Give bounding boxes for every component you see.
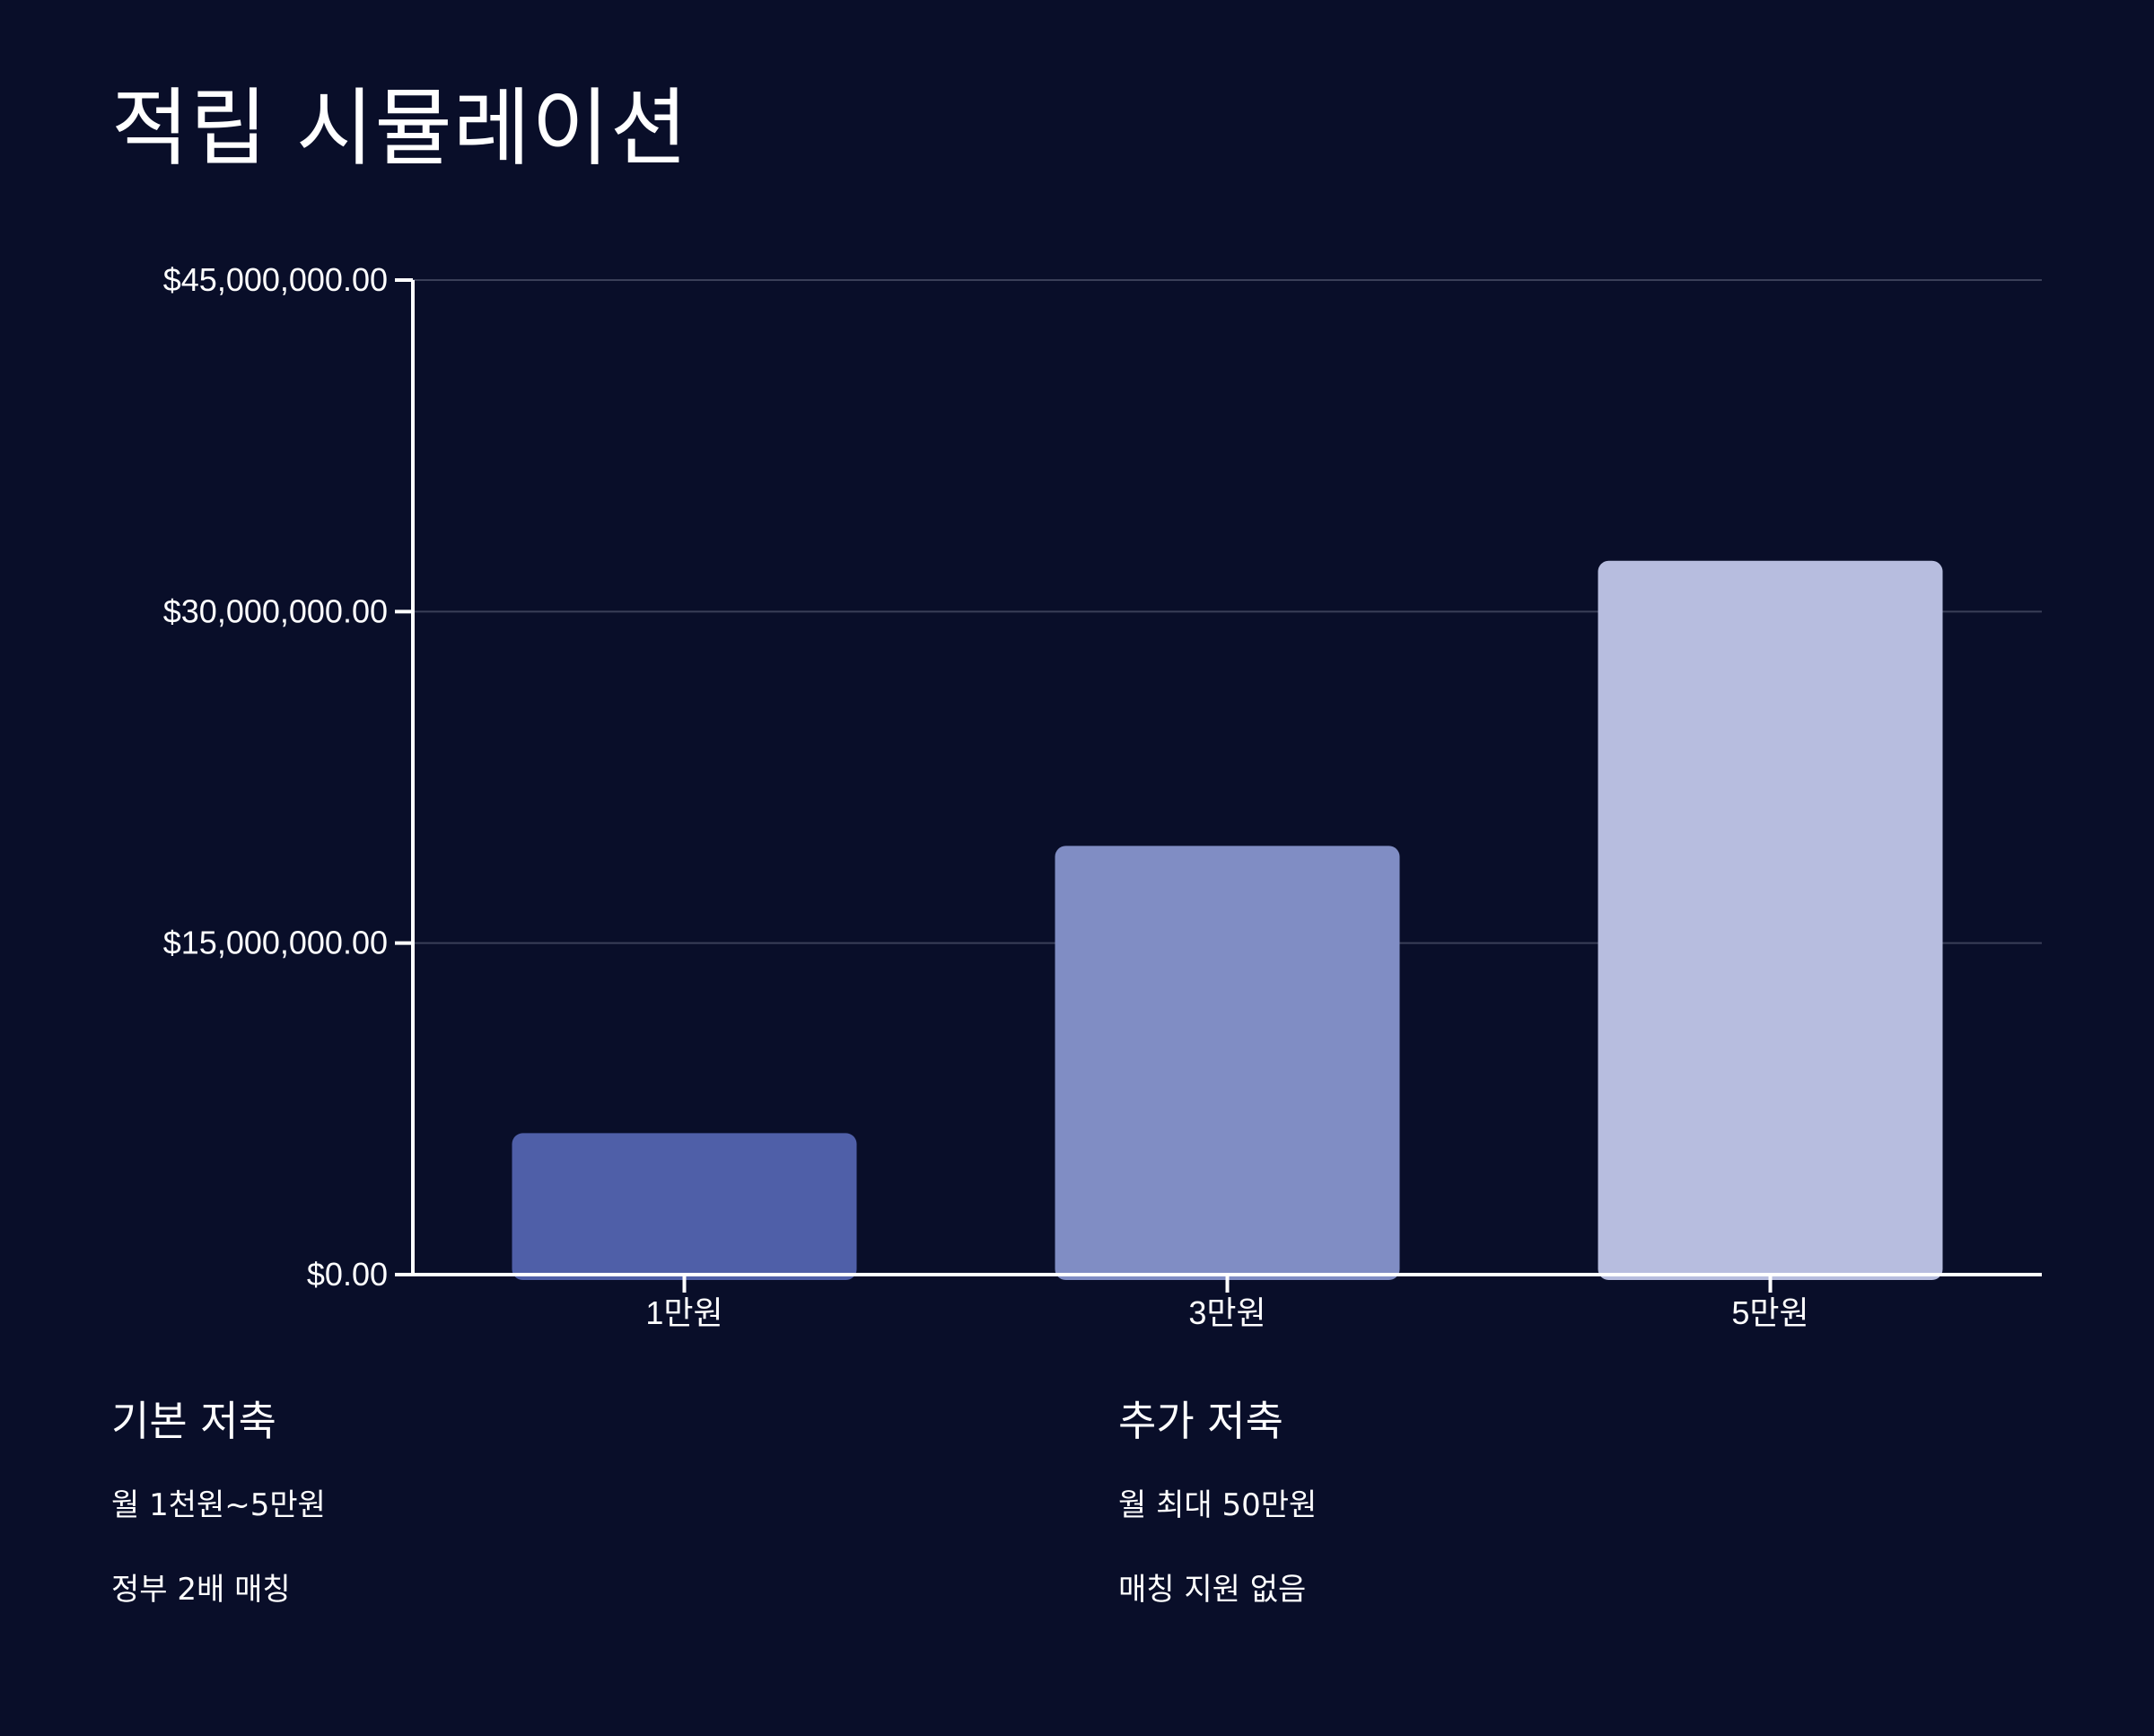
basic-savings-section: 기본 저축 월 1천원~5만원 정부 2배 매칭 bbox=[111, 1397, 326, 1655]
basic-savings-range: 월 1천원~5만원 bbox=[111, 1487, 326, 1524]
y-tick-label: $15,000,000.00 bbox=[163, 925, 388, 961]
bars bbox=[512, 560, 1943, 1280]
x-tick-label: 1만원 bbox=[645, 1294, 722, 1331]
tick-labels: $0.00 $15,000,000.00 $30,000,000.00 $45,000… bbox=[163, 261, 1809, 1331]
extra-savings-heading: 추가 저축 bbox=[1118, 1397, 1283, 1445]
bar-chart: $0.00 $15,000,000.00 $30,000,000.00 $45,000… bbox=[163, 261, 2042, 1331]
bar bbox=[1598, 560, 1943, 1280]
basic-savings-matching: 정부 2배 매칭 bbox=[111, 1572, 291, 1609]
bar bbox=[512, 1133, 857, 1280]
extra-savings-limit: 월 최대 50만원 bbox=[1118, 1487, 1318, 1524]
x-tick-label: 3만원 bbox=[1188, 1294, 1265, 1331]
y-tick-label: $0.00 bbox=[307, 1256, 388, 1293]
extra-savings-section: 추가 저축 월 최대 50만원 매칭 지원 없음 bbox=[1118, 1397, 1317, 1655]
page-title: 적립 시뮬레이션 bbox=[111, 80, 689, 178]
x-tick-label: 5만원 bbox=[1731, 1294, 1808, 1331]
bar bbox=[1055, 846, 1400, 1280]
axes bbox=[395, 278, 2042, 1293]
y-tick-label: $45,000,000.00 bbox=[163, 261, 388, 298]
extra-savings-matching: 매칭 지원 없음 bbox=[1118, 1572, 1307, 1609]
y-tick-label: $30,000,000.00 bbox=[163, 592, 388, 629]
basic-savings-heading: 기본 저축 bbox=[111, 1397, 276, 1445]
